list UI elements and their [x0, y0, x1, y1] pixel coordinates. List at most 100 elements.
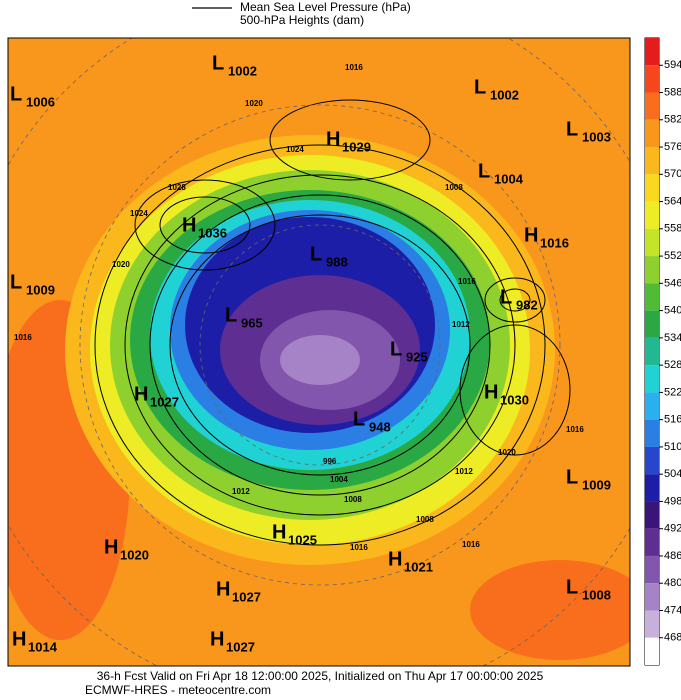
colorbar-label: 576 — [664, 141, 681, 153]
center-value: 1006 — [26, 94, 55, 109]
center-value: 1016 — [540, 235, 569, 250]
center-letter: L — [500, 286, 512, 308]
colorbar-swatch — [645, 119, 659, 148]
isobar-label: 1012 — [232, 487, 250, 496]
center-letter: L — [390, 338, 402, 360]
center-letter: H — [182, 214, 196, 236]
isobar-label: 1008 — [416, 515, 434, 524]
center-value: 1027 — [232, 589, 261, 604]
footer-text: 36-h Fcst Valid on Fri Apr 18 12:00:00 2… — [97, 669, 544, 683]
center-letter: L — [566, 576, 578, 598]
colorbar-label: 594 — [664, 59, 681, 71]
colorbar-swatch — [645, 474, 659, 502]
isobar-label: 1024 — [286, 145, 304, 154]
isobar-label: 1016 — [14, 333, 32, 342]
colorbar-label: 504 — [664, 468, 681, 480]
colorbar-swatch — [645, 637, 659, 665]
center-letter: L — [353, 408, 365, 430]
center-letter: L — [310, 243, 322, 265]
colorbar-swatch — [645, 419, 659, 447]
center-value: 1014 — [28, 639, 58, 654]
colorbar-swatch — [645, 583, 659, 611]
colorbar-swatch — [645, 392, 659, 420]
center-value: 965 — [241, 315, 263, 330]
center-letter: H — [272, 521, 286, 543]
colorbar-label: 516 — [664, 414, 681, 426]
center-letter: L — [474, 76, 486, 98]
isobar-label: 1012 — [452, 320, 470, 329]
isobar-label: 996 — [323, 457, 337, 466]
isobar-label: 1012 — [455, 467, 473, 476]
center-value: 982 — [516, 297, 538, 312]
legend-text: 500-hPa Heights (dam) — [240, 13, 364, 27]
colorbar-swatch — [645, 147, 659, 175]
center-value: 1009 — [26, 282, 55, 297]
isobar-label: 1020 — [245, 99, 263, 108]
center-letter: L — [566, 466, 578, 488]
colorbar-swatch — [645, 228, 659, 257]
center-value: 948 — [369, 419, 391, 434]
colorbar-label: 540 — [664, 305, 681, 317]
colorbar-swatch — [645, 555, 659, 584]
colorbar-label: 588 — [664, 86, 681, 98]
colorbar-swatch — [645, 174, 659, 202]
center-letter: H — [12, 628, 26, 650]
isobar-label: 1016 — [462, 540, 480, 549]
center-value: 1009 — [582, 477, 611, 492]
center-value: 1027 — [150, 394, 179, 409]
center-letter: H — [104, 536, 118, 558]
isobar-label: 1020 — [498, 448, 516, 457]
center-letter: H — [326, 128, 340, 150]
colorbar-label: 468 — [664, 632, 681, 644]
center-value: 1021 — [404, 559, 433, 574]
colorbar-label: 528 — [664, 359, 681, 371]
center-letter: L — [478, 160, 490, 182]
center-letter: L — [212, 52, 224, 74]
colorbar-label: 486 — [664, 550, 681, 562]
colorbar-label: 552 — [664, 250, 681, 262]
center-value: 1036 — [198, 225, 227, 240]
center-letter: L — [566, 118, 578, 140]
colorbar-swatch — [645, 610, 659, 638]
center-value: 925 — [406, 349, 428, 364]
colorbar-label: 474 — [664, 604, 681, 616]
colorbar-label: 480 — [664, 577, 681, 589]
legend-text: Mean Sea Level Pressure (hPa) — [240, 0, 411, 14]
colorbar-label: 498 — [664, 495, 681, 507]
center-value: 1008 — [582, 587, 611, 602]
colorbar-label: 582 — [664, 114, 681, 126]
center-letter: H — [388, 548, 402, 570]
footer-text: ECMWF-HRES - meteocentre.com — [85, 683, 271, 697]
center-value: 1029 — [342, 139, 371, 154]
center-value: 1003 — [582, 129, 611, 144]
colorbar-label: 558 — [664, 223, 681, 235]
colorbar-swatch — [645, 501, 659, 529]
colorbar-swatch — [645, 283, 659, 311]
map-frame — [7, 37, 631, 667]
center-letter: L — [10, 83, 22, 105]
colorbar-swatch — [645, 310, 659, 338]
colorbar-label: 522 — [664, 386, 681, 398]
center-value: 1002 — [228, 63, 257, 78]
center-value: 1002 — [490, 87, 519, 102]
colorbar-label: 570 — [664, 168, 681, 180]
colorbar-label: 546 — [664, 277, 681, 289]
center-letter: H — [484, 381, 498, 403]
colorbar-swatch — [645, 365, 659, 393]
colorbar-label: 534 — [664, 332, 681, 344]
center-letter: H — [524, 224, 538, 246]
colorbar-swatch — [645, 528, 659, 556]
colorbar-swatch — [645, 38, 659, 66]
colorbar-label: 510 — [664, 441, 681, 453]
colorbar-swatch — [645, 337, 659, 366]
center-letter: H — [210, 628, 224, 650]
center-letter: H — [134, 383, 148, 405]
isobar-label: 1016 — [566, 425, 584, 434]
center-value: 1020 — [120, 547, 149, 562]
colorbar-label: 564 — [664, 195, 681, 207]
center-value: 1027 — [226, 639, 255, 654]
isobar-label: 1008 — [344, 495, 362, 504]
center-letter: H — [216, 578, 230, 600]
